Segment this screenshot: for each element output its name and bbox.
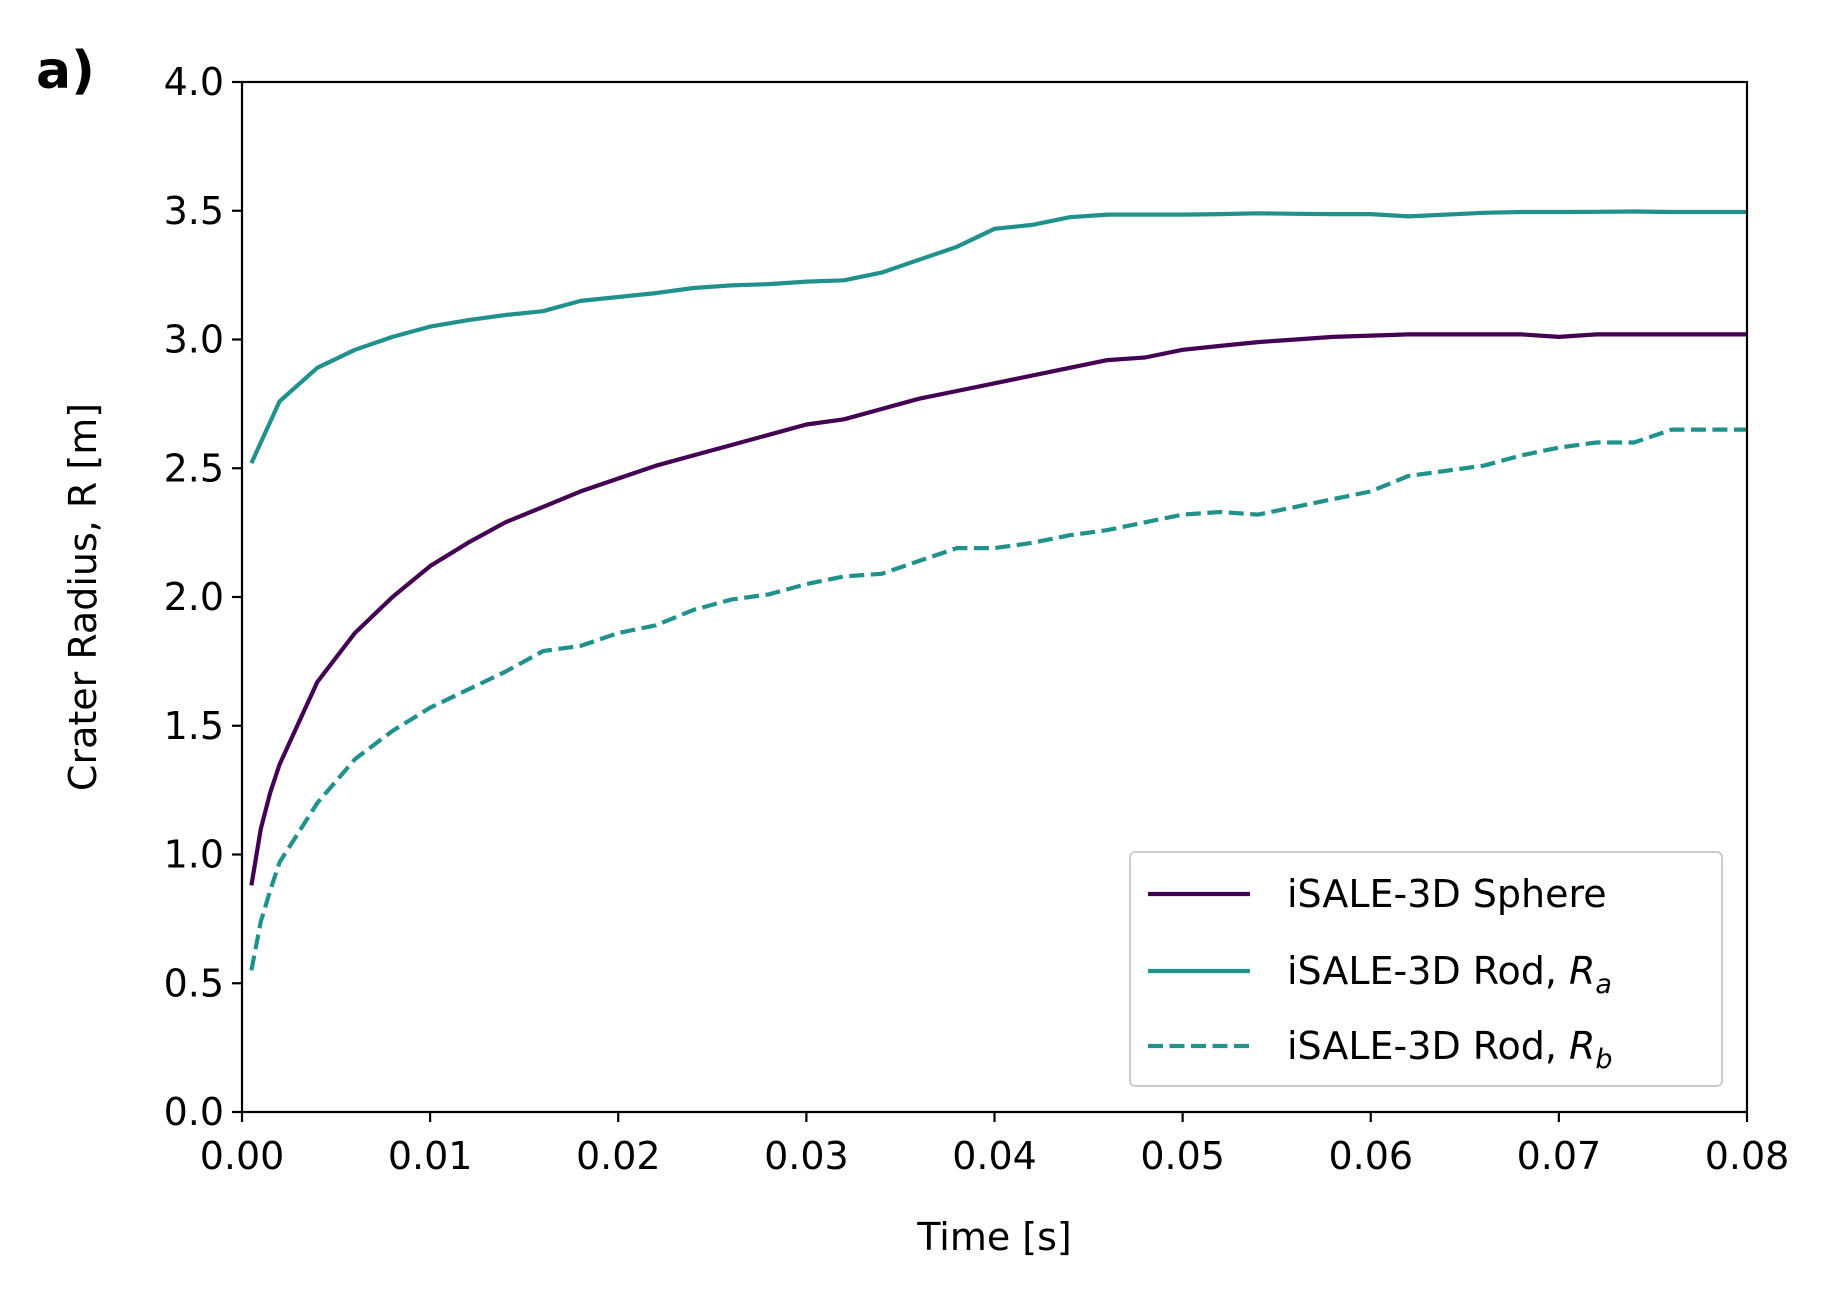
series-layer bbox=[249, 209, 1747, 971]
legend-label-3: iSALE-3D Rod, Rb bbox=[1287, 1024, 1613, 1075]
y-tick-label: 1.5 bbox=[164, 704, 224, 748]
plot-frame bbox=[240, 80, 1749, 1114]
y-axis-ticks: 0.0 0.5 1.0 1.5 2.0 2.5 3.0 3.5 4.0 bbox=[164, 60, 242, 1134]
panel-label: a) bbox=[36, 41, 95, 101]
y-tick-label: 3.0 bbox=[164, 318, 224, 362]
y-tick-label: 0.5 bbox=[164, 961, 224, 1005]
x-tick-label: 0.05 bbox=[1140, 1134, 1225, 1178]
legend: iSALE-3D Sphere iSALE-3D Rod, Ra iSALE-3D … bbox=[1129, 851, 1723, 1087]
series-line-3 bbox=[249, 427, 1747, 971]
x-tick-label: 0.06 bbox=[1328, 1134, 1413, 1178]
series-line-1 bbox=[249, 332, 1747, 886]
series-line-2 bbox=[249, 209, 1747, 464]
x-tick-label: 0.01 bbox=[388, 1134, 473, 1178]
y-axis-label: Crater Radius, R [m] bbox=[61, 403, 105, 791]
x-axis-ticks: 0.00 0.01 0.02 0.03 0.04 0.05 0.06 0.07 0.08 bbox=[200, 1112, 1790, 1178]
y-tick-label: 2.5 bbox=[164, 446, 224, 490]
x-tick-label: 0.00 bbox=[200, 1134, 285, 1178]
y-tick-label: 2.0 bbox=[164, 575, 224, 619]
x-tick-label: 0.08 bbox=[1705, 1134, 1790, 1178]
legend-label-1: iSALE-3D Sphere bbox=[1287, 872, 1607, 916]
y-tick-label: 0.0 bbox=[164, 1090, 224, 1134]
x-tick-label: 0.02 bbox=[576, 1134, 661, 1178]
x-axis-label: Time [s] bbox=[916, 1215, 1072, 1259]
x-tick-label: 0.04 bbox=[952, 1134, 1037, 1178]
y-tick-label: 1.0 bbox=[164, 833, 224, 877]
legend-box bbox=[1129, 851, 1723, 1087]
legend-label-2: iSALE-3D Rod, Ra bbox=[1287, 949, 1612, 1000]
x-tick-label: 0.07 bbox=[1517, 1134, 1602, 1178]
y-tick-label: 3.5 bbox=[164, 189, 224, 233]
y-tick-label: 4.0 bbox=[164, 60, 224, 104]
x-tick-label: 0.03 bbox=[764, 1134, 849, 1178]
